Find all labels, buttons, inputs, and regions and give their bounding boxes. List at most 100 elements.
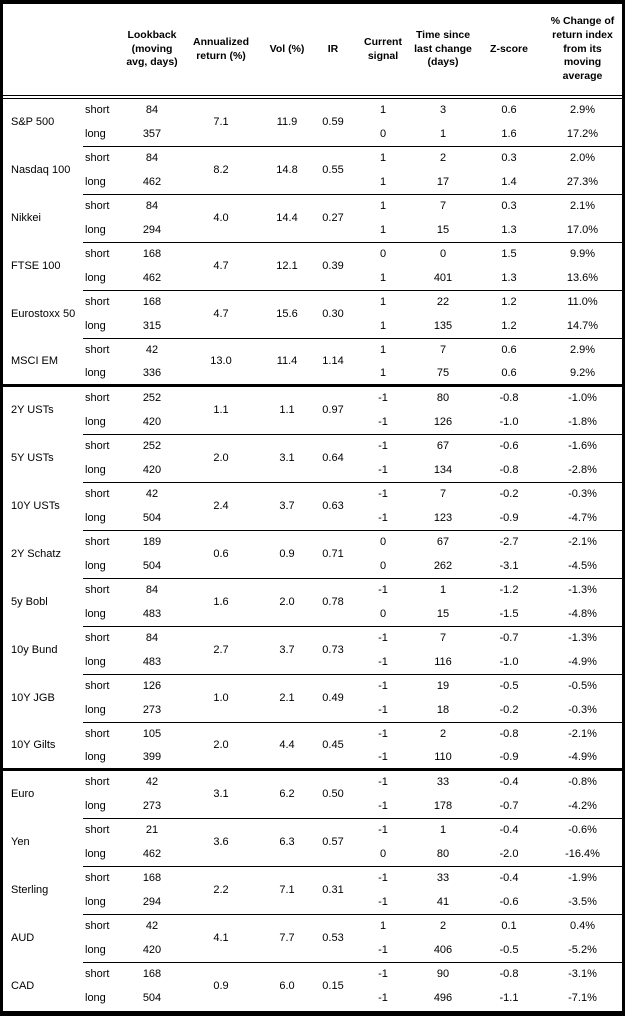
- z-score-value: -0.5: [475, 939, 543, 963]
- asset-name: Yen: [11, 836, 30, 849]
- side-label: long: [83, 747, 125, 771]
- pct-change-value: -1.8%: [543, 411, 622, 435]
- annualized-return-value: 4.0: [179, 195, 263, 243]
- annualized-return-value: 2.0: [179, 435, 263, 483]
- side-label: short: [85, 200, 110, 213]
- z-score-value: -0.8: [475, 459, 543, 483]
- asset-name: Nikkei: [11, 212, 41, 225]
- time-since-value: 18: [411, 699, 475, 723]
- time-since-value: 75: [411, 363, 475, 387]
- pct-change-value: 13.6%: [543, 267, 622, 291]
- time-since-value: 1: [411, 123, 475, 147]
- asset-name: MSCI EM: [3, 339, 83, 387]
- current-signal-value: -1: [378, 992, 388, 1005]
- asset-name: S&P 500: [11, 116, 55, 129]
- ir-value: 0.53: [311, 915, 355, 963]
- time-since-value: 1: [439, 824, 447, 837]
- current-signal-value: 1: [379, 296, 387, 309]
- annualized-return-value: 3.1: [179, 771, 263, 819]
- pct-change-value: 2.9%: [569, 104, 596, 117]
- pct-change-value: 14.7%: [543, 315, 622, 339]
- time-since-value: 80: [411, 843, 475, 867]
- current-signal-value: -1: [378, 728, 388, 741]
- current-signal-value: 1: [355, 219, 411, 243]
- pct-change-value: -4.9%: [543, 651, 622, 675]
- header-pct-change: % Change of return index from its moving…: [543, 4, 622, 99]
- asset-row-short: CAD short 168 0.9 6.0 0.15 -1 90 -0.8 -3.1%: [3, 963, 622, 992]
- ir-value: 0.30: [311, 291, 355, 339]
- vol-value: 2.1: [263, 675, 311, 723]
- pct-change-value: 9.9%: [569, 248, 596, 261]
- annualized-return-value: 4.7: [179, 243, 263, 291]
- lookback-value: 504: [142, 992, 162, 1005]
- ir-value: 0.27: [311, 195, 355, 243]
- pct-change-value: 9.2%: [543, 363, 622, 387]
- side-label: long: [83, 459, 125, 483]
- lookback-value: 420: [125, 459, 179, 483]
- ir-value: 0.78: [311, 579, 355, 627]
- annualized-return-value: 4.7: [179, 291, 263, 339]
- time-since-value: 7: [439, 344, 447, 357]
- asset-row-long: long 462 1 17 1.4 27.3%: [3, 171, 622, 195]
- side-label: short: [85, 248, 110, 261]
- z-score-value: -1.1: [499, 992, 519, 1005]
- asset-row-long: long 357 0 1 1.6 17.2%: [3, 123, 622, 147]
- time-since-value: 134: [411, 459, 475, 483]
- side-label: short: [85, 968, 110, 981]
- z-score-value: -0.8: [499, 392, 519, 405]
- z-score-value: -0.2: [475, 699, 543, 723]
- asset-row-short: Yen short 21 3.6 6.3 0.57 -1 1 -0.4 -0.6%: [3, 819, 622, 867]
- time-since-value: 19: [436, 680, 450, 693]
- table-body: S&P 500 short 84 7.1 11.9 0.59 1 3 0.6 2.9% long 35…: [3, 99, 622, 1011]
- header-row: Lookback (moving avg, days) Annualized r…: [3, 4, 622, 99]
- pct-change-value: -0.3%: [568, 488, 597, 501]
- current-signal-value: 1: [355, 267, 411, 291]
- asset-name: 5y Bobl: [11, 596, 48, 609]
- ir-value: 0.59: [311, 99, 355, 147]
- time-since-value: 2: [439, 152, 447, 165]
- vol-value: 15.6: [263, 291, 311, 339]
- current-signal-value: -1: [355, 651, 411, 675]
- pct-change-value: -0.5%: [568, 680, 597, 693]
- ir-value: 0.45: [311, 723, 355, 771]
- asset-row-short: Nikkei short 84 4.0 14.4 0.27 1 7 0.3 2.1%: [3, 195, 622, 243]
- z-score-value: -2.7: [499, 536, 519, 549]
- current-signal-value: -1: [378, 488, 388, 501]
- time-since-value: 0: [439, 248, 447, 261]
- pct-change-value: 11.0%: [567, 296, 598, 309]
- lookback-value: 462: [125, 171, 179, 195]
- time-since-value: 1: [439, 584, 447, 597]
- vol-value: 2.0: [263, 579, 311, 627]
- time-since-value: 7: [439, 632, 447, 645]
- annualized-return-value: 13.0: [179, 339, 263, 387]
- header-asset: [3, 4, 83, 99]
- time-since-value: 116: [411, 651, 475, 675]
- z-score-value: 0.6: [501, 344, 517, 357]
- side-label: long: [83, 219, 125, 243]
- side-label: long: [83, 507, 125, 531]
- time-since-value: 2: [439, 920, 447, 933]
- asset-name: 10Y Gilts: [3, 723, 83, 771]
- time-since-value: 80: [436, 392, 450, 405]
- lookback-value: 315: [125, 315, 179, 339]
- current-signal-value: -1: [355, 795, 411, 819]
- pct-change-value: 2.0%: [569, 152, 596, 165]
- z-score-value: 1.3: [475, 219, 543, 243]
- lookback-value: 42: [145, 776, 159, 789]
- time-since-value: 401: [411, 267, 475, 291]
- side-label: long: [83, 411, 125, 435]
- z-score-value: 1.5: [501, 248, 517, 261]
- lookback-value: 420: [125, 411, 179, 435]
- side-label: long: [83, 795, 125, 819]
- annualized-return-value: 7.1: [179, 99, 263, 147]
- ir-value: 0.50: [311, 771, 355, 819]
- lookback-value: 399: [125, 747, 179, 771]
- ir-value: 0.63: [311, 483, 355, 531]
- current-signal-value: 1: [379, 152, 387, 165]
- lookback-value: 483: [125, 651, 179, 675]
- asset-row-short: AUD short 42 4.1 7.7 0.53 1 2 0.1 0.4%: [3, 915, 622, 963]
- annualized-return-value: 8.2: [179, 147, 263, 195]
- time-since-value: 15: [411, 603, 475, 627]
- asset-name: 2Y USTs: [11, 404, 54, 417]
- vol-value: 3.7: [263, 483, 311, 531]
